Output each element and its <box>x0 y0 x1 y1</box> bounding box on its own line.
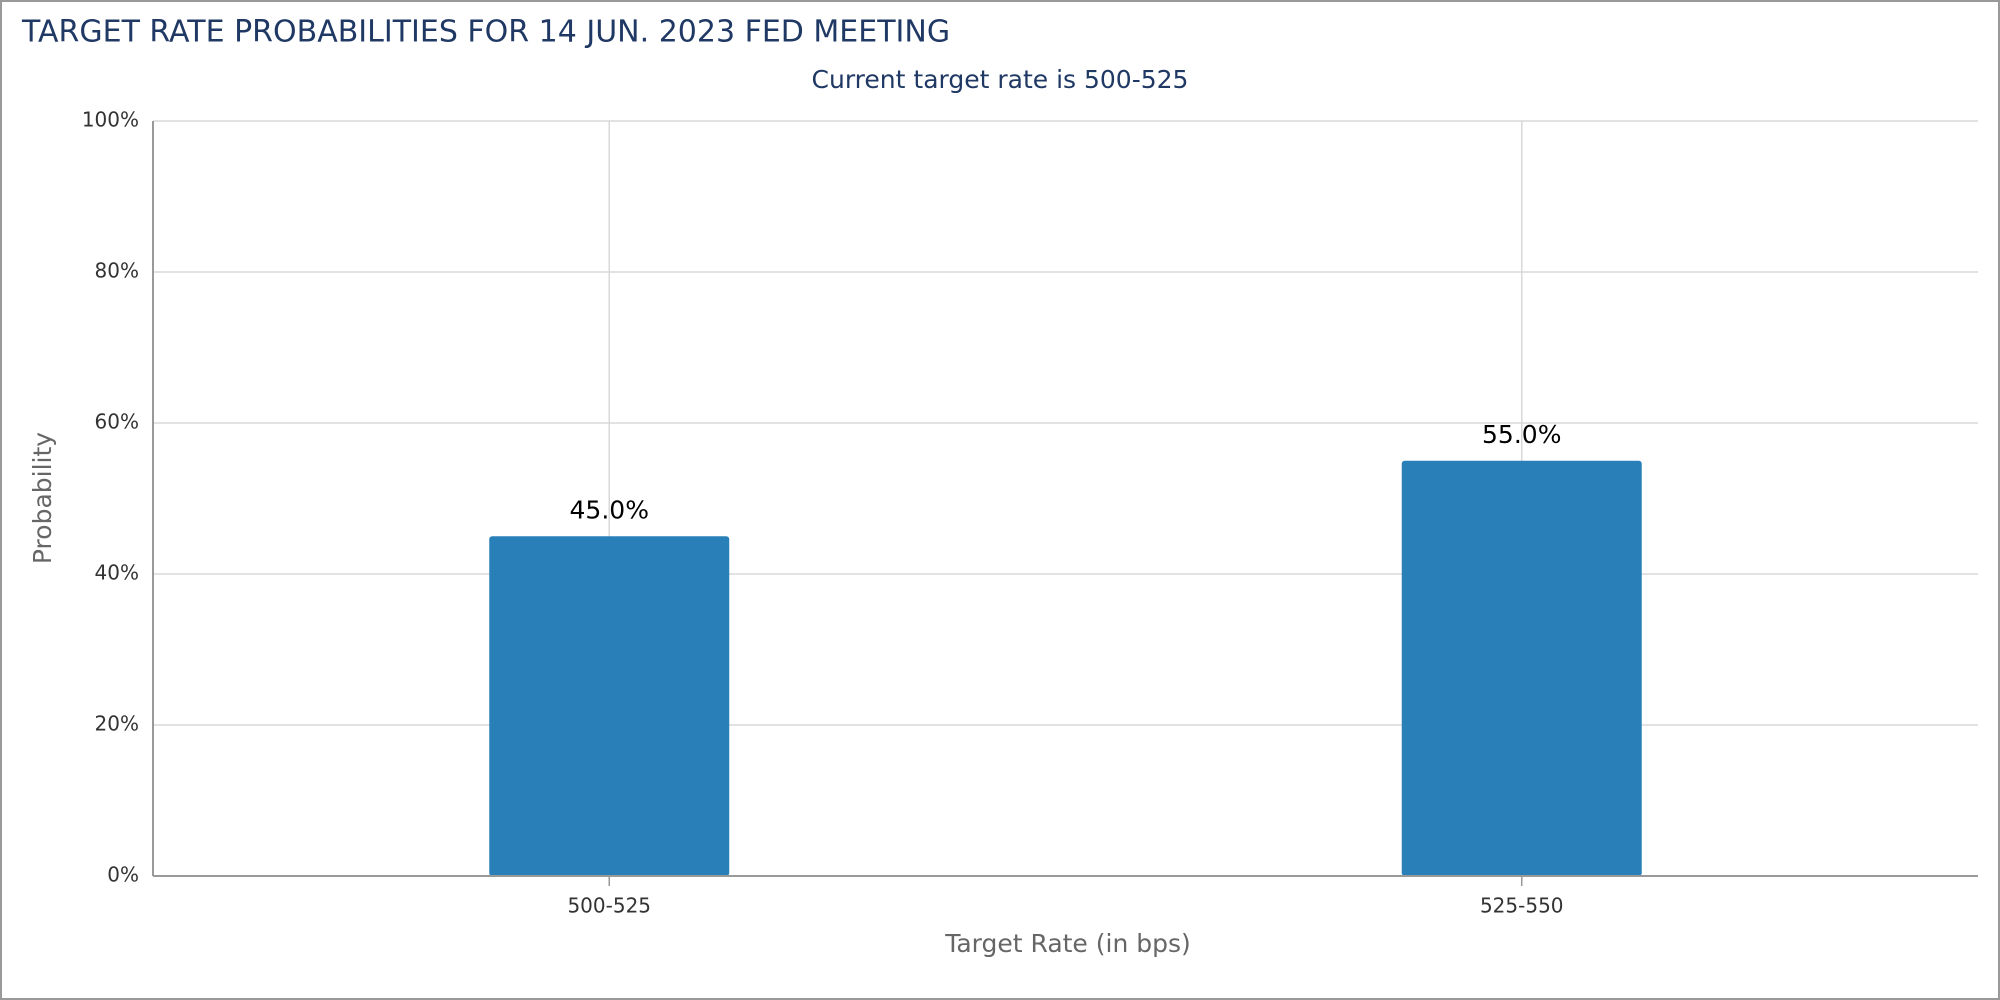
y-tick-label: 60% <box>95 410 139 434</box>
y-tick-label: 80% <box>95 259 139 283</box>
y-axis-title: Probability <box>28 432 57 564</box>
data-label: 45.0% <box>570 495 649 524</box>
chart-subtitle: Current target rate is 500-525 <box>812 65 1189 94</box>
x-tick-label: 525-550 <box>1480 894 1564 918</box>
bar <box>489 536 730 876</box>
x-tick-label: 500-525 <box>567 894 651 918</box>
data-label: 55.0% <box>1482 420 1561 449</box>
y-tick-label: 0% <box>107 863 139 887</box>
bar <box>1401 460 1642 876</box>
chart-title: TARGET RATE PROBABILITIES FOR 14 JUN. 20… <box>21 15 950 50</box>
y-tick-label: 40% <box>95 561 139 585</box>
y-tick-label: 100% <box>82 108 139 132</box>
x-axis-title: Target Rate (in bps) <box>944 929 1191 958</box>
y-tick-label: 20% <box>95 712 139 736</box>
